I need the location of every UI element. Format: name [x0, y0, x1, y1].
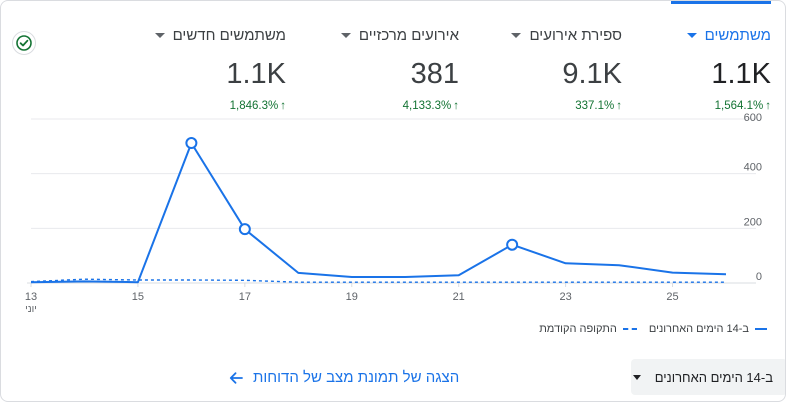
metric-label: ספירת אירועים [529, 27, 622, 44]
chart-legend: ב-14 הימים האחרונים התקופה הקודמת [1, 323, 767, 335]
x-tick-label: 25 [666, 291, 678, 303]
x-tick-label: 15 [132, 291, 144, 303]
legend-current: ב-14 הימים האחרונים [649, 323, 767, 335]
y-tick-label: 400 [744, 162, 762, 174]
y-tick-label: 0 [756, 271, 762, 283]
legend-previous: התקופה הקודמת [539, 323, 637, 335]
metric-tab-event-count[interactable]: ספירת אירועים 9.1K 337.1% ↑ [506, 1, 622, 112]
arrow-left-icon [229, 371, 243, 384]
metric-label: משתמשים [704, 27, 771, 44]
date-range-dropdown[interactable]: ב-14 הימים האחרונים [631, 359, 785, 395]
x-tick-label: 19 [346, 291, 358, 303]
series-previous-line [30, 278, 726, 283]
y-tick-label: 200 [744, 216, 762, 228]
chevron-down-icon [632, 374, 641, 380]
metric-value: 9.1K [562, 58, 622, 90]
chevron-down-icon [340, 33, 351, 38]
legend-swatch-dashed [622, 328, 637, 330]
metric-tab-new-users[interactable]: משתמשים חדשים 1.1K 1,846.3% ↑ [146, 1, 286, 112]
metric-change: 1,846.3% ↑ [229, 100, 286, 112]
arrow-up-icon: ↑ [765, 100, 771, 112]
metric-value: 381 [410, 58, 459, 90]
arrow-up-icon: ↑ [453, 100, 459, 112]
x-tick-label: 21 [453, 291, 465, 303]
metric-label: משתמשים חדשים [172, 27, 286, 44]
x-tick-label: 13 [25, 291, 37, 303]
reports-snapshot-label: הצגה של תמונת מצב של הדוחות [253, 369, 460, 386]
metric-tab-users[interactable]: משתמשים 1.1K 1,564.1% ↑ [671, 1, 771, 112]
metric-label: אירועים מרכזיים [358, 27, 459, 44]
y-tick-label: 600 [744, 112, 762, 124]
series-current-line [30, 142, 727, 284]
metric-change: 4,133.3% ↑ [402, 100, 459, 112]
chevron-down-icon [686, 33, 697, 38]
x-tick-label: 23 [559, 291, 571, 303]
legend-swatch-solid [755, 328, 767, 330]
metric-change: 337.1% ↑ [575, 100, 622, 112]
chevron-down-icon [511, 33, 522, 38]
x-tick-label: 17 [239, 291, 251, 303]
chevron-down-icon [154, 33, 165, 38]
arrow-up-icon: ↑ [616, 100, 622, 112]
data-point-marker [238, 223, 251, 236]
check-circle-icon [12, 31, 36, 55]
metric-tab-key-events[interactable]: אירועים מרכזיים 381 4,133.3% ↑ [340, 1, 459, 112]
metric-value: 1.1K [226, 58, 286, 90]
metric-value: 1.1K [711, 58, 771, 90]
data-point-marker [506, 238, 519, 251]
arrow-up-icon: ↑ [280, 100, 286, 112]
data-point-marker [185, 137, 198, 150]
reports-snapshot-link[interactable]: הצגה של תמונת מצב של הדוחות [229, 369, 459, 386]
date-range-label: ב-14 הימים האחרונים [654, 369, 773, 385]
metric-change: 1,564.1% ↑ [714, 100, 771, 112]
x-tick-sublabel: יוני [25, 304, 37, 315]
